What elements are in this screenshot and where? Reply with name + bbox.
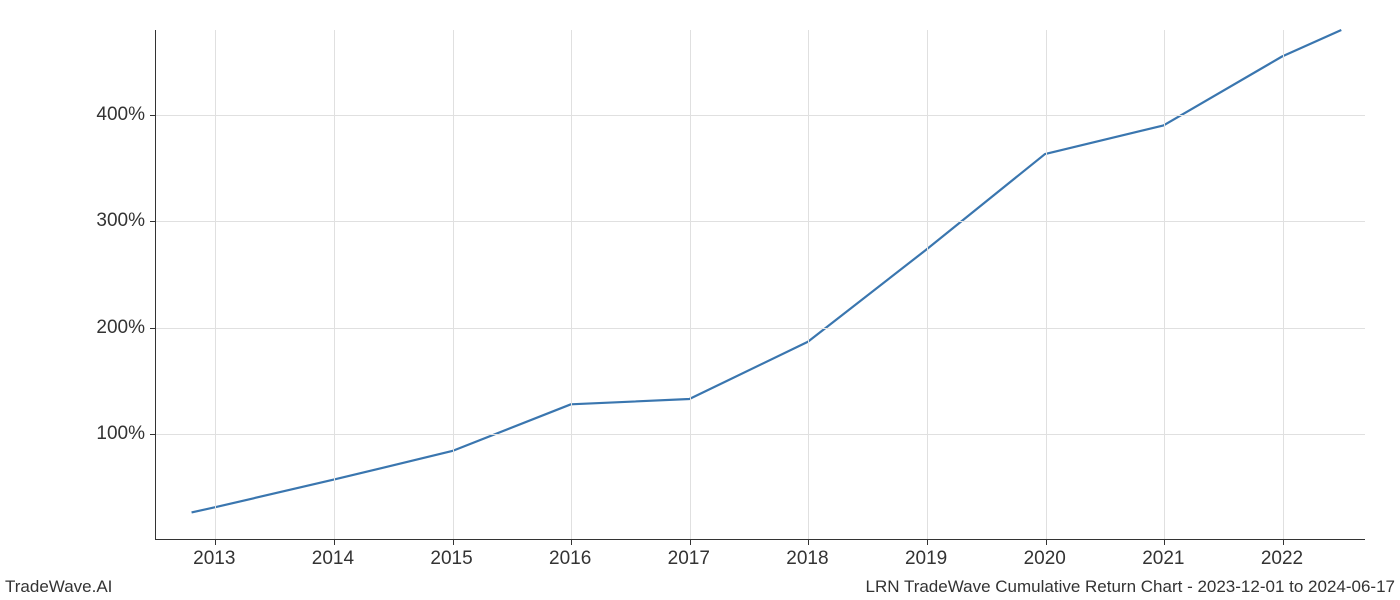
x-axis-tick [1283, 539, 1284, 545]
x-axis-tick [215, 539, 216, 545]
grid-line-vertical [453, 30, 454, 539]
y-axis-label: 400% [96, 104, 145, 126]
grid-line-vertical [571, 30, 572, 539]
x-axis-tick [808, 539, 809, 545]
x-axis-label: 2013 [193, 548, 235, 570]
grid-line-vertical [334, 30, 335, 539]
grid-line-horizontal [156, 221, 1365, 222]
x-axis-label: 2018 [786, 548, 828, 570]
grid-line-vertical [808, 30, 809, 539]
line-chart-svg [156, 30, 1365, 539]
x-axis-tick [690, 539, 691, 545]
x-axis-label: 2022 [1261, 548, 1303, 570]
y-axis-tick [150, 328, 156, 329]
grid-line-horizontal [156, 434, 1365, 435]
grid-line-vertical [1164, 30, 1165, 539]
x-axis-tick [927, 539, 928, 545]
y-axis-label: 100% [96, 423, 145, 445]
x-axis-label: 2019 [905, 548, 947, 570]
x-axis-label: 2015 [430, 548, 472, 570]
x-axis-tick [453, 539, 454, 545]
grid-line-horizontal [156, 328, 1365, 329]
plot-area [155, 30, 1365, 540]
y-axis-tick [150, 221, 156, 222]
x-axis-tick [334, 539, 335, 545]
y-axis-tick [150, 115, 156, 116]
x-axis-tick [1164, 539, 1165, 545]
x-axis-label: 2020 [1024, 548, 1066, 570]
x-axis-label: 2017 [668, 548, 710, 570]
grid-line-horizontal [156, 115, 1365, 116]
footer-right-text: LRN TradeWave Cumulative Return Chart - … [866, 577, 1395, 597]
x-axis-label: 2014 [312, 548, 354, 570]
footer-left-text: TradeWave.AI [5, 577, 112, 597]
x-axis-label: 2016 [549, 548, 591, 570]
chart-area [155, 30, 1365, 540]
y-axis-label: 200% [96, 317, 145, 339]
grid-line-vertical [690, 30, 691, 539]
grid-line-vertical [215, 30, 216, 539]
y-axis-label: 300% [96, 210, 145, 232]
x-axis-tick [1046, 539, 1047, 545]
x-axis-tick [571, 539, 572, 545]
grid-line-vertical [1283, 30, 1284, 539]
x-axis-label: 2021 [1142, 548, 1184, 570]
grid-line-vertical [1046, 30, 1047, 539]
grid-line-vertical [927, 30, 928, 539]
y-axis-tick [150, 434, 156, 435]
data-line [192, 30, 1342, 512]
